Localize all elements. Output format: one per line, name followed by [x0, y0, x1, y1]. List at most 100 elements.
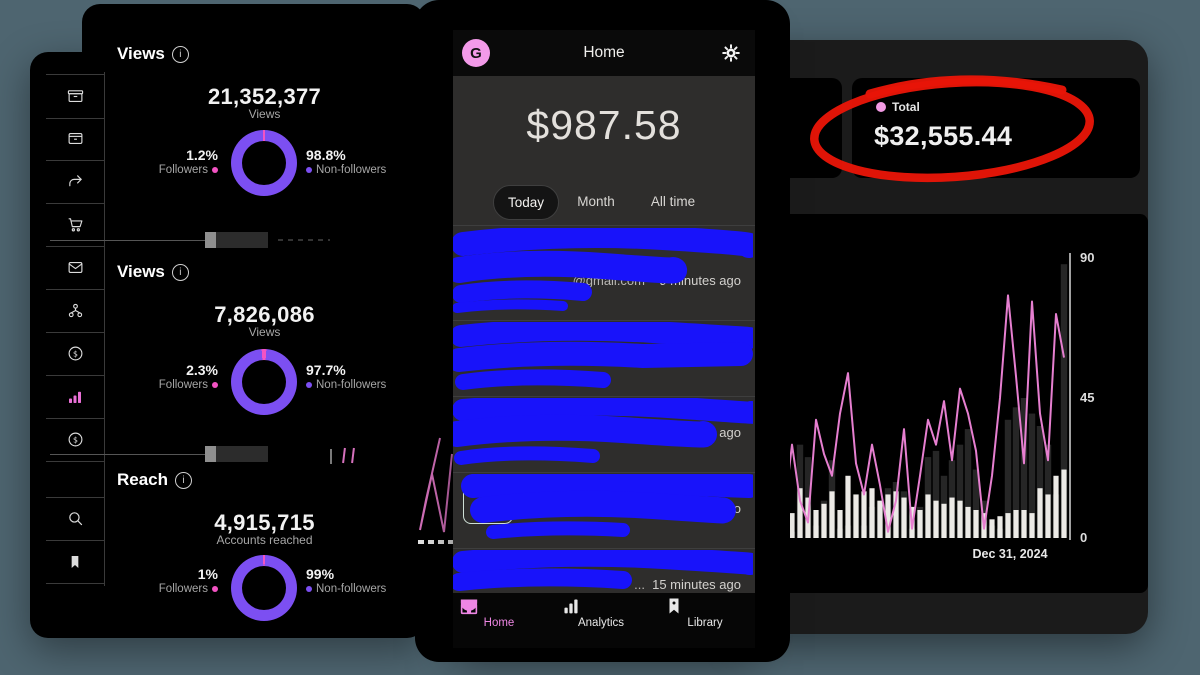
followers-dot-icon	[212, 382, 218, 388]
followers-pct: 2.3%	[186, 362, 218, 378]
sidebar-item-messages[interactable]	[46, 246, 104, 290]
nonfollowers-label: Non-followers	[306, 583, 386, 595]
reach-metric-label: Accounts reached	[216, 533, 313, 547]
cart-icon	[68, 218, 82, 232]
scrollbar-track[interactable]	[216, 446, 268, 462]
revenue-chart-svg	[764, 253, 1071, 540]
nonfollowers-dot-icon	[306, 586, 312, 592]
sidebar-item-insights-active[interactable]	[46, 375, 104, 419]
divider	[453, 225, 755, 226]
transaction-time: 15 minutes ago	[652, 577, 741, 592]
sidebar-divider	[104, 72, 105, 586]
org-chart-icon	[68, 303, 82, 318]
svg-text:$: $	[73, 349, 78, 358]
divider	[453, 472, 755, 473]
bottom-nav: Home Analytics Library	[453, 593, 755, 648]
info-icon[interactable]: i	[175, 471, 193, 489]
nonfollowers-label: Non-followers	[306, 164, 386, 176]
sidebar-item-search[interactable]	[46, 497, 104, 541]
sidebar-item-archive[interactable]	[46, 74, 104, 119]
transaction-time: 13 minutes ago	[652, 349, 741, 364]
views-title: Views	[117, 262, 165, 281]
page-title: Home	[583, 44, 625, 61]
sidebar-item-box[interactable]	[46, 117, 104, 161]
followers-dot-icon	[212, 586, 218, 592]
y-tick-90: 90	[1080, 250, 1095, 265]
sidebar-item-payouts[interactable]: $	[46, 418, 104, 462]
views-donut-chart	[231, 130, 297, 196]
chart-tick-fragment	[330, 449, 332, 464]
section-title: Views i	[117, 262, 189, 282]
archive-box-icon	[68, 132, 82, 145]
tab-alltime[interactable]: All time	[650, 194, 696, 209]
nav-home[interactable]: Home	[459, 597, 539, 629]
reach-metric: 4,915,715	[214, 510, 315, 535]
gear-icon[interactable]	[721, 43, 741, 63]
red-circle-annotation	[810, 75, 1094, 183]
sidebar-item-empty	[46, 461, 104, 498]
transaction-email-fragment: @gmail.com	[572, 273, 645, 288]
nonfollowers-pct: 97.7%	[306, 362, 346, 378]
views-donut-chart	[231, 349, 297, 415]
tab-month[interactable]: Month	[577, 194, 615, 209]
sidebar-item-saved[interactable]	[46, 540, 104, 584]
nonfollowers-dot-icon	[306, 382, 312, 388]
followers-label: Followers	[118, 164, 218, 176]
svg-text:$: $	[73, 435, 78, 444]
sidebar-item-share[interactable]	[46, 160, 104, 204]
bookmark-icon	[71, 555, 79, 568]
transaction-time: 9 minutes ago	[659, 273, 741, 288]
nonfollowers-pct: 98.8%	[306, 147, 346, 163]
dollar-icon: $	[68, 432, 82, 447]
background-chart-fragment	[418, 437, 454, 544]
section-title: Reach i	[117, 470, 193, 490]
divider	[453, 320, 755, 321]
divider	[453, 396, 755, 397]
dollar-icon: $	[68, 346, 82, 361]
info-icon[interactable]: i	[171, 45, 189, 63]
section-title: Views i	[117, 44, 189, 64]
views-metric: 7,826,086	[214, 302, 315, 327]
envelope-icon	[68, 261, 82, 274]
nav-analytics[interactable]: Analytics	[561, 597, 641, 629]
nonfollowers-pct: 99%	[306, 566, 335, 582]
followers-label: Followers	[118, 379, 218, 391]
storefront-icon	[460, 599, 478, 615]
divider	[453, 548, 755, 549]
sidebar-item-audience[interactable]	[46, 289, 104, 333]
scrollbar-thumb[interactable]	[205, 232, 216, 248]
followers-label: Followers	[118, 583, 218, 595]
views-metric-label: Views	[248, 107, 281, 121]
sidebar-item-monetization[interactable]: $	[46, 332, 104, 376]
tab-today[interactable]: Today	[493, 185, 559, 220]
archive-box-icon	[67, 90, 83, 103]
followers-pct: 1.2%	[186, 147, 218, 163]
transaction-email-fragment: @gm...	[602, 349, 645, 364]
transaction-email-fragment: ...ou...	[608, 501, 645, 516]
phone-header: G Home	[453, 30, 755, 76]
app-logo-icon[interactable]: G	[462, 39, 490, 67]
reach-title: Reach	[117, 470, 169, 489]
scrollbar-thumb[interactable]	[205, 446, 216, 462]
views-metric-label: Views	[248, 325, 281, 339]
divider	[50, 240, 205, 241]
scrollbar-dots	[278, 239, 330, 241]
followers-dot-icon	[212, 167, 218, 173]
views-title: Views	[117, 44, 165, 63]
reach-donut-chart	[231, 555, 297, 621]
highlighted-button-outline[interactable]	[463, 477, 513, 524]
info-icon[interactable]: i	[171, 263, 189, 281]
nav-library[interactable]: Library	[665, 597, 745, 629]
sidebar-item-shop[interactable]	[46, 203, 104, 247]
search-icon	[68, 512, 82, 526]
phone-app-screenshot: G Home $987.58 Today Month All time @gm	[453, 30, 755, 648]
balance-amount: $987.58	[526, 102, 682, 148]
y-tick-0: 0	[1080, 530, 1088, 545]
nonfollowers-label: Non-followers	[306, 379, 386, 391]
divider	[50, 454, 205, 455]
transaction-time: 14 minutes ago	[652, 501, 741, 516]
scrollbar-track[interactable]	[216, 232, 268, 248]
total-label: Total	[892, 100, 920, 114]
bar-chart-icon	[564, 599, 578, 614]
